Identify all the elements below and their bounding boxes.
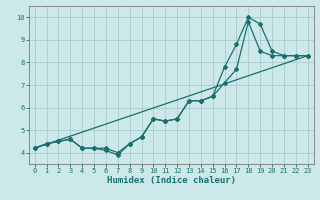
X-axis label: Humidex (Indice chaleur): Humidex (Indice chaleur) — [107, 176, 236, 185]
